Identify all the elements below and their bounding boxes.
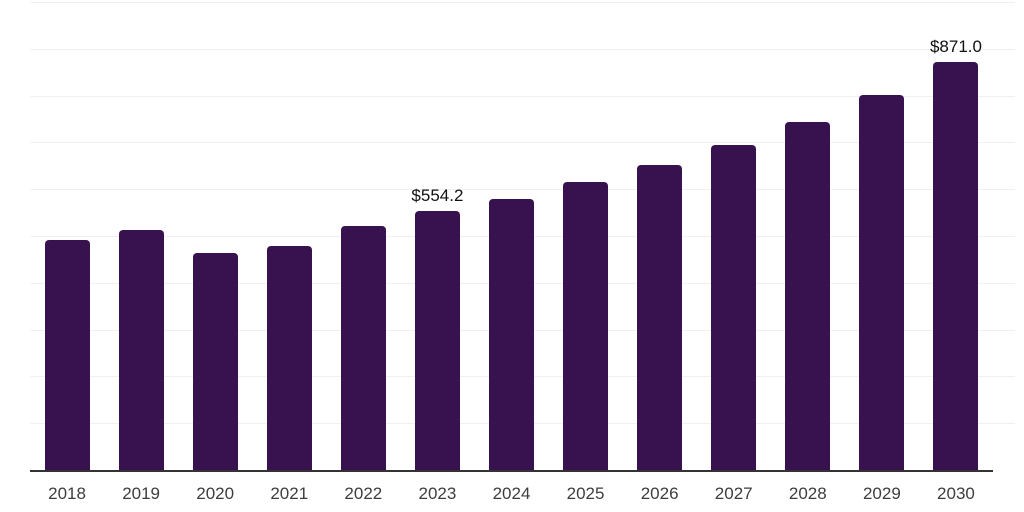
x-tick-label-2021: 2021 <box>270 484 309 503</box>
bar-2018 <box>44 239 90 470</box>
x-tick-label-2030: 2030 <box>937 484 975 503</box>
x-tick-label-2023: 2023 <box>418 484 457 503</box>
bar-2024 <box>489 198 534 470</box>
x-axis-line <box>30 470 993 472</box>
gridline <box>30 48 1015 50</box>
bar-2019 <box>118 229 164 470</box>
gridline <box>30 142 1015 144</box>
x-tick-label-2020: 2020 <box>196 484 235 503</box>
bar-2028 <box>785 121 831 470</box>
value-label-2023: $554.2 <box>411 185 464 205</box>
x-tick-label-2018: 2018 <box>48 484 86 503</box>
value-label-2030: $871.0 <box>929 37 982 57</box>
bar-2020 <box>192 252 238 470</box>
x-tick-label-2022: 2022 <box>344 484 383 503</box>
x-tick-label-2025: 2025 <box>566 484 605 503</box>
bar-2022 <box>340 225 386 470</box>
x-tick-label-2027: 2027 <box>714 484 753 503</box>
gridline <box>30 95 1015 97</box>
x-tick-label-2026: 2026 <box>640 484 679 503</box>
bar-2030 <box>933 62 979 470</box>
x-tick-label-2024: 2024 <box>492 484 531 503</box>
x-tick-label-2029: 2029 <box>862 484 901 503</box>
bar-2025 <box>563 182 609 470</box>
x-tick-label-2019: 2019 <box>122 484 161 503</box>
bar-2021 <box>266 246 312 470</box>
gridline <box>30 2 1015 3</box>
gridline <box>30 189 1015 191</box>
x-tick-label-2028: 2028 <box>788 484 827 503</box>
bar-2026 <box>637 165 683 470</box>
bar-2027 <box>711 144 757 470</box>
bar-2023 <box>414 210 460 470</box>
bar-2029 <box>859 95 905 470</box>
